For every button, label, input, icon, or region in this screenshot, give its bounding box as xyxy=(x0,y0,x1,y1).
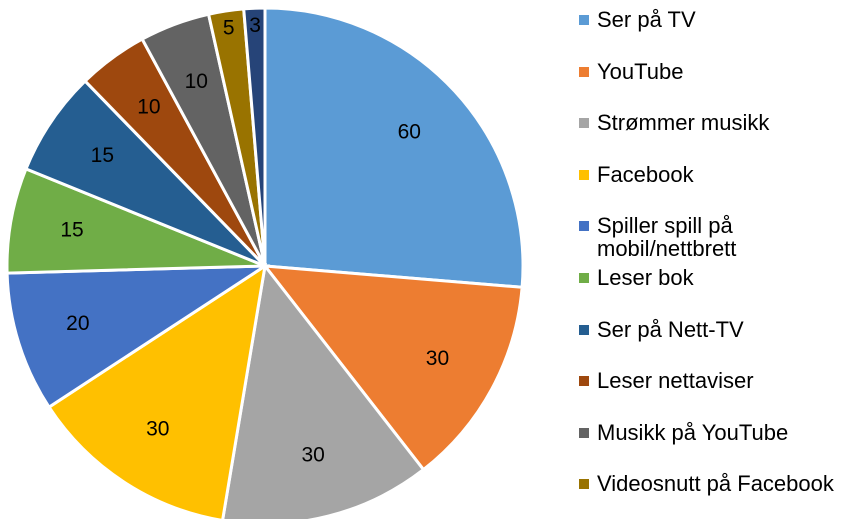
legend-label: Facebook xyxy=(597,161,694,187)
pie-area: 60 30 30 30 20 15 15 10 10 5 3 xyxy=(5,6,525,519)
legend-swatch xyxy=(579,169,589,180)
legend-swatch xyxy=(579,324,589,335)
legend-label: Musikk på YouTube xyxy=(597,419,789,445)
legend-item: YouTube xyxy=(579,60,864,83)
data-label: 30 xyxy=(426,347,449,370)
pie-slice xyxy=(261,264,524,472)
legend-label: Ser på Nett-TV xyxy=(597,316,744,342)
legend-item: Leser bok xyxy=(579,266,864,289)
data-label: 30 xyxy=(146,418,169,441)
data-label: 15 xyxy=(91,144,114,167)
legend-item: Ser på TV xyxy=(579,8,864,31)
legend-label: Spiller spill på mobil/nettbrett xyxy=(597,213,737,262)
legend-swatch xyxy=(579,376,589,387)
legend-label: Ser på TV xyxy=(597,7,696,32)
legend-swatch xyxy=(579,66,589,77)
legend-swatch xyxy=(579,479,589,490)
data-label: 10 xyxy=(137,96,160,119)
legend-label: Leser nettaviser xyxy=(597,368,754,394)
legend-item: Facebook xyxy=(579,163,864,186)
pie-slice xyxy=(242,6,267,267)
legend-label: Leser bok xyxy=(597,265,694,290)
legend-swatch xyxy=(579,15,589,25)
legend-item: Leser nettaviser xyxy=(579,369,864,392)
legend-swatch xyxy=(579,427,589,438)
data-label: 20 xyxy=(66,312,89,335)
data-label: 10 xyxy=(185,70,208,93)
pie-slice xyxy=(221,262,426,519)
pie-slice xyxy=(263,6,525,289)
legend-label: Strømmer musikk xyxy=(597,110,770,136)
legend-item: Ser på Nett-TV xyxy=(579,318,864,341)
data-label: 15 xyxy=(60,219,83,242)
legend-item: Strømmer musikk xyxy=(579,111,864,134)
legend-swatch xyxy=(579,273,589,283)
legend-swatch xyxy=(579,118,589,129)
data-label: 5 xyxy=(223,16,235,39)
pie-slice xyxy=(46,262,268,519)
legend-label: YouTube xyxy=(597,58,684,84)
legend-item: Musikk på YouTube xyxy=(579,421,864,444)
data-label: 3 xyxy=(249,14,261,37)
legend-label: Videosnutt på Facebook xyxy=(597,471,834,497)
data-label: 60 xyxy=(398,121,421,144)
legend-swatch xyxy=(579,221,589,232)
data-label: 30 xyxy=(301,444,324,467)
pie-slice xyxy=(5,264,271,410)
legend-item: Videosnutt på Facebook xyxy=(579,472,864,495)
legend-item: Spiller spill på mobil/nettbrett xyxy=(579,214,864,260)
